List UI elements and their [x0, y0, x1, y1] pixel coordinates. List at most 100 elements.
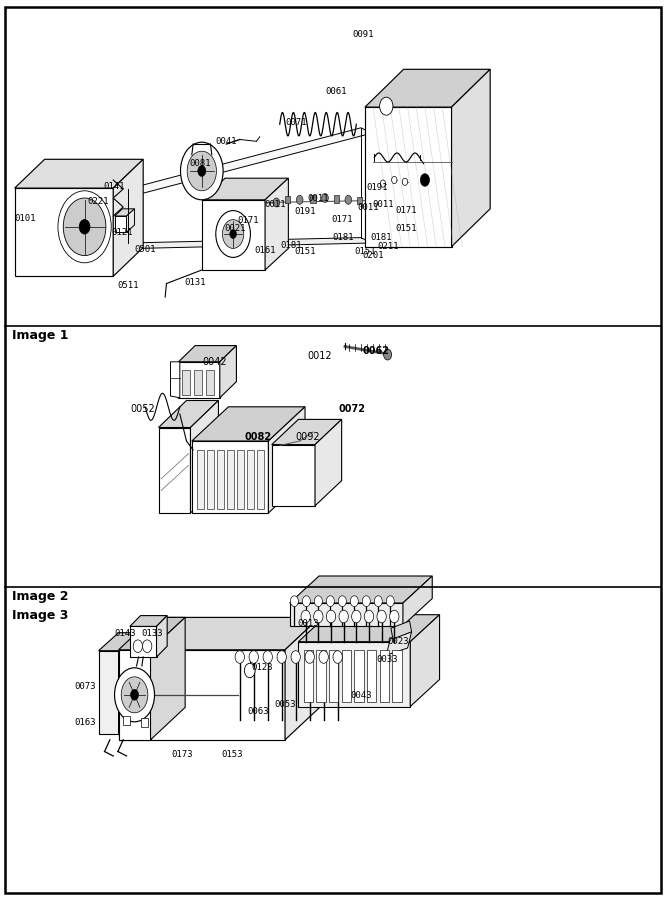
- Circle shape: [390, 610, 399, 623]
- Bar: [380, 650, 389, 702]
- Polygon shape: [151, 617, 185, 740]
- Text: 0052: 0052: [131, 404, 156, 415]
- Circle shape: [380, 97, 393, 115]
- Circle shape: [305, 651, 314, 663]
- Bar: [310, 195, 316, 203]
- Text: 0171: 0171: [238, 216, 259, 225]
- Polygon shape: [119, 633, 139, 733]
- Circle shape: [380, 180, 386, 187]
- Polygon shape: [192, 441, 268, 513]
- Polygon shape: [178, 346, 236, 362]
- Bar: [354, 650, 364, 702]
- Circle shape: [374, 596, 382, 607]
- Text: 0501: 0501: [135, 245, 156, 254]
- Text: 0082: 0082: [245, 431, 272, 442]
- Polygon shape: [365, 107, 452, 247]
- Circle shape: [131, 689, 139, 700]
- Circle shape: [143, 640, 152, 652]
- Polygon shape: [119, 617, 185, 650]
- Polygon shape: [115, 209, 135, 216]
- Polygon shape: [298, 642, 410, 706]
- Text: 0161: 0161: [254, 246, 276, 255]
- Polygon shape: [192, 407, 305, 441]
- Polygon shape: [127, 209, 135, 232]
- Bar: [207, 450, 214, 508]
- Polygon shape: [115, 216, 127, 232]
- Polygon shape: [159, 428, 190, 513]
- Bar: [357, 197, 362, 204]
- Polygon shape: [268, 407, 305, 513]
- Polygon shape: [159, 400, 218, 428]
- Circle shape: [58, 191, 111, 263]
- Circle shape: [301, 610, 310, 623]
- Circle shape: [273, 198, 280, 207]
- Text: Image 2: Image 2: [12, 590, 69, 603]
- Text: 0013: 0013: [298, 619, 319, 628]
- Circle shape: [352, 610, 361, 623]
- Circle shape: [314, 610, 323, 623]
- Bar: [367, 650, 376, 702]
- Text: 0181: 0181: [280, 241, 302, 250]
- Text: 0143: 0143: [115, 629, 136, 638]
- Text: 0011: 0011: [264, 200, 286, 209]
- Text: 0061: 0061: [326, 87, 347, 96]
- Polygon shape: [285, 617, 320, 740]
- Circle shape: [362, 596, 370, 607]
- Text: 0063: 0063: [248, 706, 269, 716]
- Polygon shape: [130, 616, 167, 626]
- Circle shape: [326, 596, 334, 607]
- Bar: [392, 650, 402, 702]
- Circle shape: [302, 596, 310, 607]
- Polygon shape: [220, 346, 236, 398]
- Polygon shape: [272, 419, 342, 445]
- Circle shape: [187, 151, 216, 191]
- Text: 0092: 0092: [296, 431, 320, 442]
- Text: 0121: 0121: [111, 228, 133, 237]
- Text: 0101: 0101: [15, 214, 36, 223]
- Text: Image 1: Image 1: [12, 329, 69, 342]
- Text: 0211: 0211: [378, 242, 399, 251]
- Bar: [141, 718, 148, 727]
- Text: 0021: 0021: [224, 224, 246, 233]
- Text: 0191: 0191: [294, 207, 316, 216]
- Polygon shape: [128, 238, 372, 248]
- Text: 0041: 0041: [216, 137, 237, 146]
- Circle shape: [244, 663, 255, 678]
- Polygon shape: [410, 615, 440, 706]
- Bar: [316, 650, 326, 702]
- Circle shape: [263, 651, 272, 663]
- Polygon shape: [119, 650, 151, 740]
- Circle shape: [364, 610, 374, 623]
- Circle shape: [377, 610, 386, 623]
- Circle shape: [290, 596, 298, 607]
- Polygon shape: [452, 69, 490, 247]
- Polygon shape: [157, 616, 167, 657]
- Bar: [285, 196, 290, 203]
- Polygon shape: [391, 621, 412, 639]
- Circle shape: [121, 677, 148, 713]
- Text: 0151: 0151: [294, 248, 316, 256]
- Text: 0181: 0181: [332, 233, 354, 242]
- Polygon shape: [403, 576, 432, 626]
- Text: 0141: 0141: [104, 182, 125, 191]
- Circle shape: [180, 142, 223, 200]
- Circle shape: [296, 195, 303, 204]
- Bar: [247, 450, 254, 508]
- Text: 0221: 0221: [88, 197, 109, 206]
- Circle shape: [133, 640, 143, 652]
- Polygon shape: [15, 188, 113, 276]
- Circle shape: [222, 220, 244, 248]
- Circle shape: [314, 596, 322, 607]
- Bar: [206, 370, 214, 395]
- Polygon shape: [202, 178, 288, 200]
- Polygon shape: [99, 651, 119, 733]
- Circle shape: [249, 651, 258, 663]
- Text: 0191: 0191: [367, 183, 388, 192]
- Text: 0011: 0011: [372, 200, 394, 209]
- Bar: [217, 450, 224, 508]
- Bar: [227, 450, 234, 508]
- Circle shape: [235, 651, 244, 663]
- Bar: [304, 650, 313, 702]
- Bar: [123, 716, 130, 724]
- Text: 0011: 0011: [358, 202, 379, 211]
